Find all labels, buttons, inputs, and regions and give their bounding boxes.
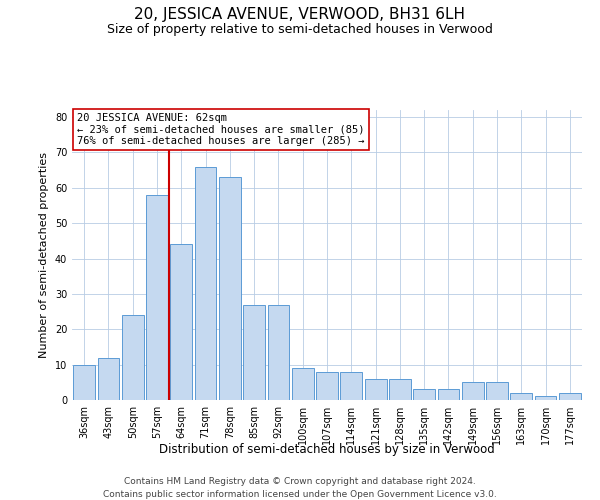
Bar	[170, 244, 192, 400]
Text: 20, JESSICA AVENUE, VERWOOD, BH31 6LH: 20, JESSICA AVENUE, VERWOOD, BH31 6LH	[134, 8, 466, 22]
Bar	[97, 358, 119, 400]
Bar	[511, 393, 532, 400]
Bar	[219, 177, 241, 400]
Bar	[389, 379, 411, 400]
Bar	[73, 364, 95, 400]
Text: 20 JESSICA AVENUE: 62sqm
← 23% of semi-detached houses are smaller (85)
76% of s: 20 JESSICA AVENUE: 62sqm ← 23% of semi-d…	[77, 113, 365, 146]
Bar	[292, 368, 314, 400]
Text: Contains public sector information licensed under the Open Government Licence v3: Contains public sector information licen…	[103, 490, 497, 499]
Y-axis label: Number of semi-detached properties: Number of semi-detached properties	[39, 152, 49, 358]
Bar	[316, 372, 338, 400]
Bar	[122, 315, 143, 400]
Bar	[437, 390, 460, 400]
Bar	[486, 382, 508, 400]
Bar	[268, 304, 289, 400]
Bar	[146, 195, 168, 400]
Bar	[413, 390, 435, 400]
Bar	[194, 166, 217, 400]
Text: Size of property relative to semi-detached houses in Verwood: Size of property relative to semi-detach…	[107, 22, 493, 36]
Bar	[340, 372, 362, 400]
Bar	[365, 379, 386, 400]
Text: Distribution of semi-detached houses by size in Verwood: Distribution of semi-detached houses by …	[159, 442, 495, 456]
Bar	[243, 304, 265, 400]
Bar	[559, 393, 581, 400]
Bar	[535, 396, 556, 400]
Bar	[462, 382, 484, 400]
Text: Contains HM Land Registry data © Crown copyright and database right 2024.: Contains HM Land Registry data © Crown c…	[124, 478, 476, 486]
